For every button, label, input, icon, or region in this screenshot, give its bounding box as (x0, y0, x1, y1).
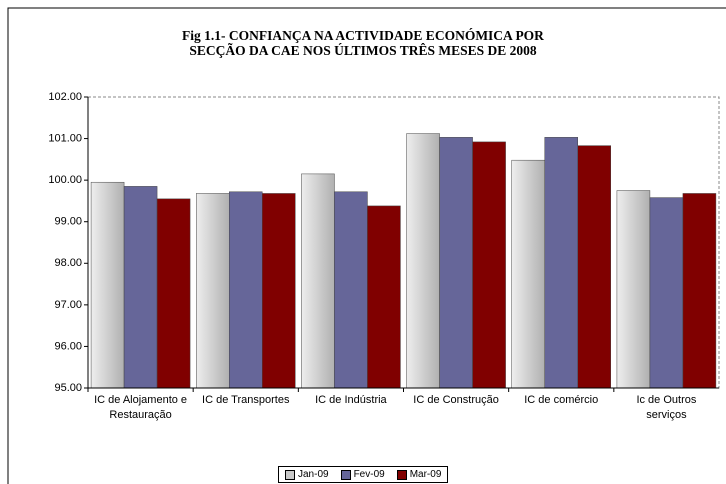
y-tick-label: 97.00 (54, 299, 82, 311)
bar (301, 173, 335, 389)
legend-label: Mar-09 (409, 469, 442, 480)
y-tick-label: 101.00 (48, 132, 82, 144)
y-tick-label: 99.00 (54, 216, 82, 228)
bar (406, 133, 440, 389)
legend-swatch (396, 469, 407, 480)
bar (682, 193, 717, 389)
bar (544, 137, 578, 389)
legend-label: Jan-09 (298, 469, 329, 480)
x-tick-label: Ic de Outros serviços (636, 394, 697, 421)
bar (577, 145, 611, 389)
legend-swatch (285, 469, 295, 480)
bar (156, 198, 191, 389)
y-tick-label: 98.00 (54, 257, 82, 269)
x-tick-label: IC de Transportes (202, 394, 290, 406)
bar (123, 186, 158, 389)
legend-label: Fev-09 (353, 469, 385, 480)
bar (262, 193, 296, 389)
x-tick-label: IC de Construção (413, 394, 499, 406)
legend: Jan-09 Fev-09 Mar-09 (278, 466, 449, 483)
bar (616, 190, 651, 389)
x-tick-label: IC de Alojamento e Restauração (94, 394, 188, 421)
bar (90, 181, 125, 389)
bar (472, 141, 506, 389)
y-tick-label: 100.00 (48, 174, 82, 186)
bar (196, 193, 230, 389)
x-tick-label: IC de Indústria (315, 394, 387, 406)
y-tick-label: 102.00 (48, 91, 82, 103)
bar (649, 197, 684, 389)
chart-title: Fig 1.1- CONFIANÇA NA ACTIVIDADE ECONÓMI… (182, 28, 544, 58)
legend-item: Mar-09 (396, 469, 442, 480)
bar (511, 159, 545, 389)
bar (367, 205, 401, 389)
bar (229, 191, 263, 389)
y-tick-label: 95.00 (54, 382, 82, 394)
legend-swatch (340, 469, 351, 480)
legend-item: Jan-09 (285, 469, 329, 480)
chart-frame (7, 7, 726, 484)
y-tick-label: 96.00 (54, 340, 82, 352)
bar (334, 191, 368, 389)
legend-item: Fev-09 (340, 469, 385, 480)
x-tick-label: IC de comércio (524, 394, 599, 406)
bar (439, 137, 473, 389)
